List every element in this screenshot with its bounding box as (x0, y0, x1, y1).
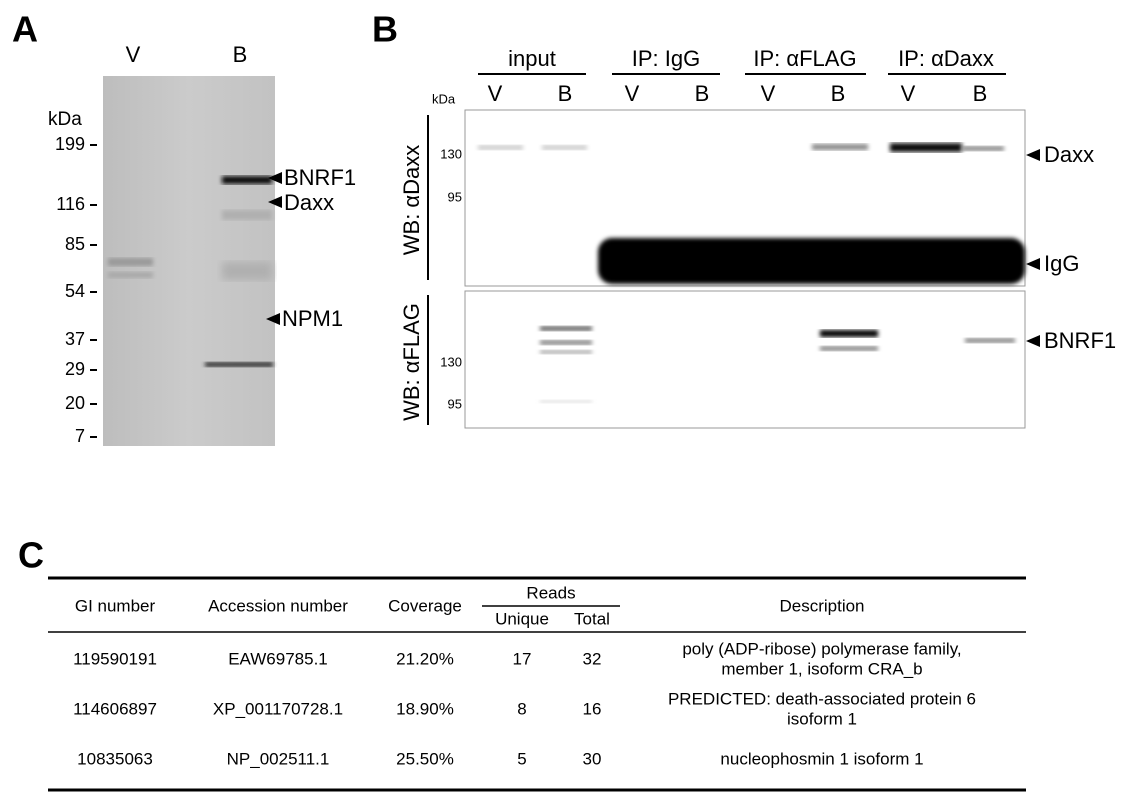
marker-label: 37 (65, 329, 85, 349)
lane-label: B (558, 81, 573, 106)
table-header: Description (779, 596, 864, 615)
group-label: IP: αDaxx (898, 46, 994, 71)
lane-label: V (761, 81, 776, 106)
lane-label: B (233, 42, 248, 67)
marker-label: 95 (448, 396, 462, 411)
marker-label: 95 (448, 189, 462, 204)
table-cell: 119590191 (73, 649, 157, 668)
band-label: Daxx (284, 190, 334, 215)
table-cell: 16 (583, 699, 602, 718)
marker-label: 29 (65, 359, 85, 379)
table-header: Coverage (388, 596, 462, 615)
lane-label: V (625, 81, 640, 106)
table-header: Accession number (208, 596, 348, 615)
table-cell: nucleophosmin 1 isoform 1 (720, 749, 923, 768)
lane-label: V (901, 81, 916, 106)
table-cell: EAW69785.1 (228, 649, 328, 668)
table-cell: 8 (517, 699, 526, 718)
table-cell: 10835063 (77, 749, 153, 768)
table-cell: 25.50% (396, 749, 454, 768)
blot-label: WB: αDaxx (399, 145, 424, 256)
group-label: IP: IgG (632, 46, 700, 71)
table-cell: XP_001170728.1 (213, 699, 343, 718)
table-cell: 30 (583, 749, 602, 768)
blot-upper (464, 109, 1026, 287)
band-label: Daxx (1044, 142, 1094, 167)
table-rules (48, 576, 1026, 792)
lane-label: B (973, 81, 988, 106)
table-cell: 21.20% (396, 649, 454, 668)
band-label: BNRF1 (1044, 328, 1116, 353)
gel-image (103, 76, 275, 446)
unit-label: kDa (48, 109, 82, 130)
table-header: GI number (75, 596, 156, 615)
panel-label: C (18, 535, 44, 576)
table-cell: member 1, isoform CRA_b (721, 659, 922, 678)
panel-label: A (12, 9, 38, 50)
blot-label: WB: αFLAG (399, 303, 424, 421)
marker-label: 199 (55, 134, 85, 154)
marker-label: 54 (65, 281, 85, 301)
marker-label: 130 (440, 354, 462, 369)
lane-label: B (695, 81, 710, 106)
band-label: IgG (1044, 251, 1079, 276)
marker-label: 7 (75, 426, 85, 446)
band-label: BNRF1 (284, 165, 356, 190)
panel-label: B (372, 9, 398, 50)
arrowheads (1026, 149, 1040, 347)
arrowheads (266, 172, 282, 325)
table-cell: 17 (513, 649, 532, 668)
table-cell: 32 (583, 649, 602, 668)
marker-label: 130 (440, 146, 462, 161)
group-label: input (508, 46, 556, 71)
lane-label: V (126, 42, 141, 67)
table-cell: NP_002511.1 (227, 749, 330, 768)
table-subheader: Total (574, 609, 610, 628)
table-subheader: Unique (495, 609, 549, 628)
blot-lower (464, 290, 1026, 429)
marker-label: 85 (65, 234, 85, 254)
table-cell: 18.90% (396, 699, 454, 718)
band-label: NPM1 (282, 306, 343, 331)
marker-label: 116 (56, 194, 85, 214)
lane-label: B (831, 81, 846, 106)
table-cell: PREDICTED: death-associated protein 6 (668, 689, 976, 708)
table-body: 119590191 EAW69785.1 21.20% 17 32 poly (ADP-r… (73, 639, 976, 768)
group-label: IP: αFLAG (753, 46, 856, 71)
table-header: Reads (526, 583, 575, 602)
lane-label: V (488, 81, 503, 106)
table-cell: 5 (517, 749, 526, 768)
unit-label: kDa (432, 91, 456, 106)
marker-ticks (90, 144, 97, 438)
marker-label: 20 (65, 393, 85, 413)
table-cell: 114606897 (73, 699, 157, 718)
table-cell: poly (ADP-ribose) polymerase family, (682, 639, 961, 658)
table-cell: isoform 1 (787, 709, 857, 728)
